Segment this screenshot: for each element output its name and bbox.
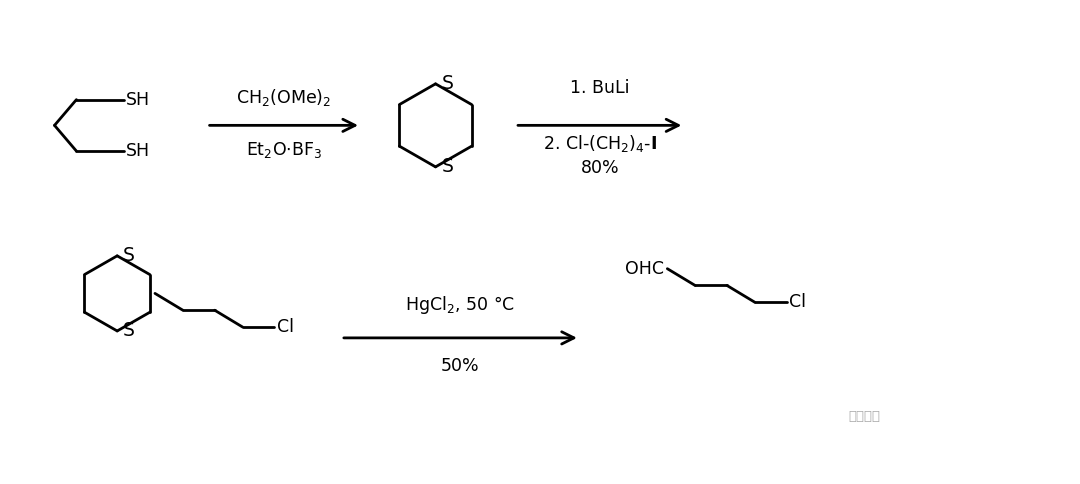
Text: $\mathrm{Et_2O{\cdot}BF_3}$: $\mathrm{Et_2O{\cdot}BF_3}$	[246, 140, 322, 160]
Text: 50%: 50%	[441, 357, 480, 375]
Text: $\mathrm{CH_2(OMe)_2}$: $\mathrm{CH_2(OMe)_2}$	[237, 87, 332, 108]
Text: OHC: OHC	[624, 260, 663, 278]
Text: S: S	[123, 246, 135, 265]
Text: SH: SH	[126, 142, 150, 160]
Text: S: S	[442, 157, 454, 176]
Text: Cl: Cl	[789, 293, 806, 311]
Text: S: S	[123, 321, 135, 340]
Text: S: S	[442, 75, 454, 93]
Text: 有机合成: 有机合成	[849, 410, 880, 424]
Text: SH: SH	[126, 91, 150, 108]
Text: 1. BuLi: 1. BuLi	[570, 79, 630, 97]
Text: Cl: Cl	[276, 318, 294, 336]
Text: 80%: 80%	[580, 159, 619, 177]
Text: 2. Cl-(CH$_2$)$_4$-$\mathbf{I}$: 2. Cl-(CH$_2$)$_4$-$\mathbf{I}$	[542, 133, 657, 153]
Text: HgCl$_2$, 50 °C: HgCl$_2$, 50 °C	[405, 294, 515, 316]
